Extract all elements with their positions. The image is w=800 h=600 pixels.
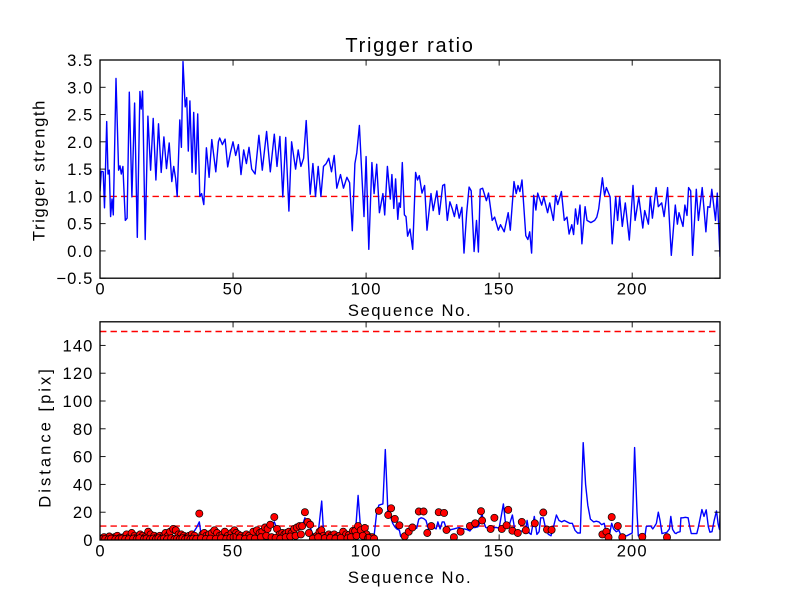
svg-text:100: 100	[63, 392, 94, 411]
svg-text:Trigger ratio: Trigger ratio	[345, 35, 474, 57]
svg-text:150: 150	[484, 541, 515, 560]
svg-text:2.5: 2.5	[67, 106, 93, 125]
svg-text:200: 200	[617, 541, 648, 560]
svg-text:50: 50	[223, 280, 244, 299]
svg-text:0: 0	[95, 280, 104, 299]
svg-text:Sequence No.: Sequence No.	[348, 568, 472, 587]
svg-text:1.5: 1.5	[67, 160, 93, 179]
svg-text:200: 200	[617, 280, 648, 299]
svg-text:Trigger strength: Trigger strength	[30, 99, 49, 241]
svg-text:150: 150	[484, 280, 515, 299]
svg-text:0.5: 0.5	[67, 215, 93, 234]
svg-text:100: 100	[351, 280, 382, 299]
svg-text:80: 80	[73, 420, 94, 439]
svg-text:3.0: 3.0	[67, 78, 93, 97]
svg-text:0.0: 0.0	[67, 242, 93, 261]
svg-text:50: 50	[223, 541, 244, 560]
svg-text:1.0: 1.0	[67, 187, 93, 206]
svg-text:−0.5: −0.5	[56, 269, 93, 288]
svg-text:Distance [pix]: Distance [pix]	[36, 366, 55, 508]
svg-text:3.5: 3.5	[67, 51, 93, 70]
svg-text:0: 0	[95, 541, 104, 560]
svg-text:2.0: 2.0	[67, 133, 93, 152]
svg-text:20: 20	[73, 503, 94, 522]
svg-text:0: 0	[83, 531, 92, 550]
svg-text:40: 40	[73, 475, 94, 494]
svg-text:60: 60	[73, 448, 94, 467]
svg-text:120: 120	[63, 364, 94, 383]
svg-text:140: 140	[63, 336, 94, 355]
svg-text:Sequence No.: Sequence No.	[348, 301, 472, 320]
svg-text:100: 100	[351, 541, 382, 560]
